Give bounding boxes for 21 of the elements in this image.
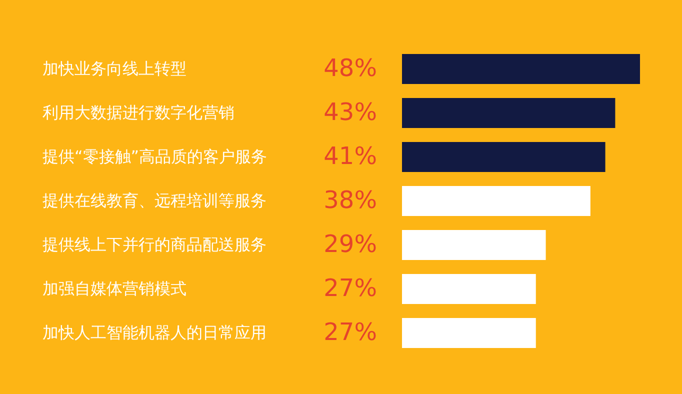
data-label: 27% <box>324 318 377 346</box>
y-tick-label: 加快业务向线上转型 <box>42 59 186 78</box>
data-label: 41% <box>324 142 377 170</box>
y-tick-label: 提供在线教育、远程培训等服务 <box>42 191 266 210</box>
y-tick-label: 提供“零接触”高品质的客户服务 <box>42 147 268 166</box>
bar <box>402 98 616 128</box>
data-label: 27% <box>324 274 377 302</box>
y-tick-label: 加快人工智能机器人的日常应用 <box>42 323 266 342</box>
bar <box>402 230 546 260</box>
bar <box>402 142 606 172</box>
bar <box>402 274 536 304</box>
data-label: 43% <box>324 98 377 126</box>
data-label: 29% <box>324 230 377 258</box>
data-label: 38% <box>324 186 377 214</box>
y-tick-label: 利用大数据进行数字化营销 <box>42 103 234 122</box>
bar <box>402 318 536 348</box>
bar <box>402 186 590 216</box>
y-tick-label: 提供线上下并行的商品配送服务 <box>42 235 266 254</box>
data-label: 48% <box>324 54 377 82</box>
bar <box>402 54 640 84</box>
y-tick-label: 加强自媒体营销模式 <box>42 279 186 298</box>
